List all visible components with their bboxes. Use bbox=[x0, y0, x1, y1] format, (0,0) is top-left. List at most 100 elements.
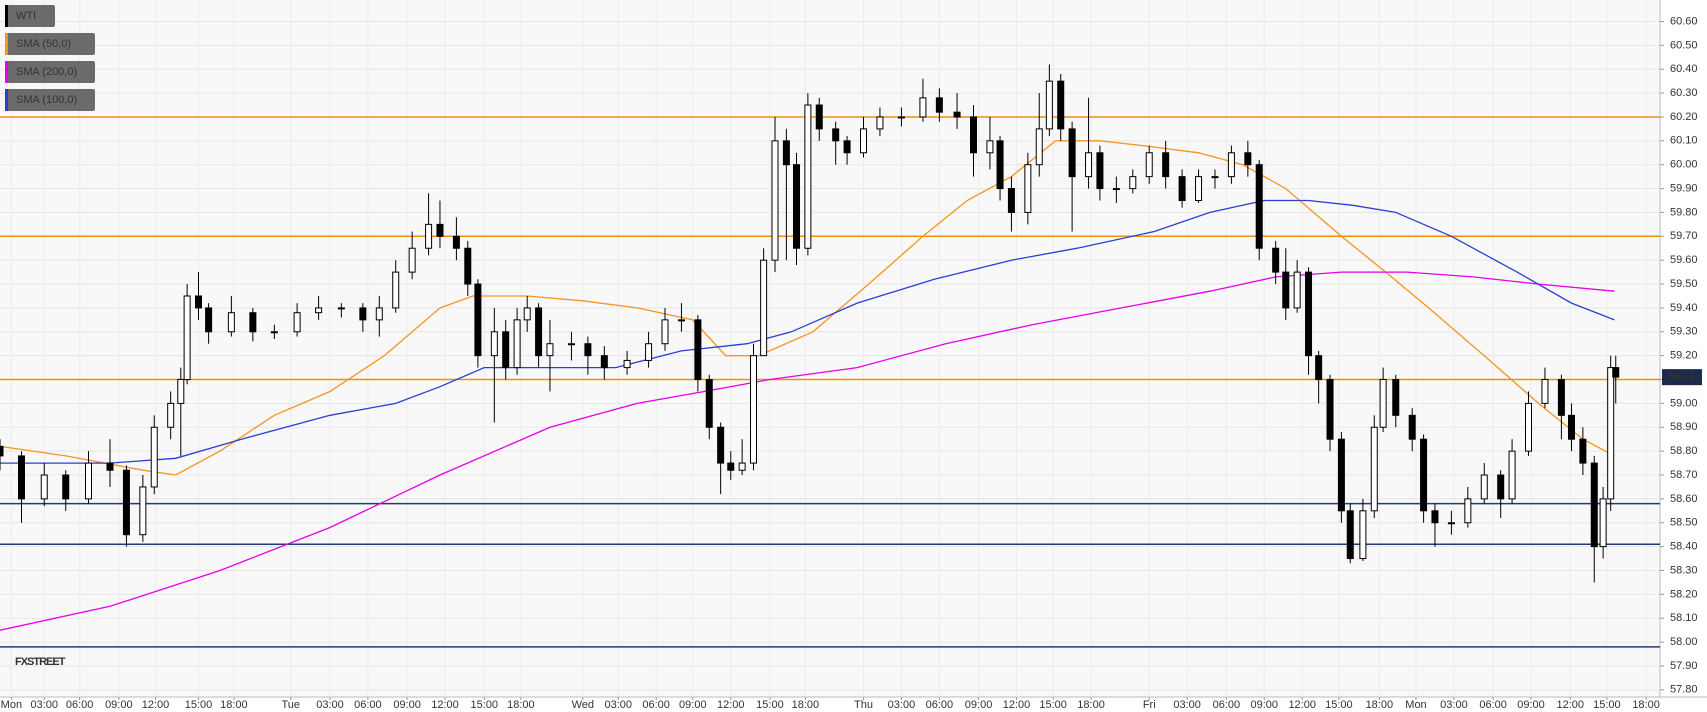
candle-body bbox=[1178, 176, 1186, 202]
candle-body bbox=[436, 223, 444, 237]
candle-body bbox=[717, 426, 725, 464]
x-tick-label: Fri bbox=[1143, 699, 1156, 711]
candle-body bbox=[694, 319, 702, 381]
candle-body bbox=[1541, 379, 1549, 404]
candle-body bbox=[535, 307, 543, 357]
y-tick-label: 60.10 bbox=[1670, 135, 1698, 147]
x-tick-label: 12:00 bbox=[142, 699, 170, 711]
x-tick-label: 06:00 bbox=[1213, 699, 1241, 711]
x-tick-label: 03:00 bbox=[30, 699, 58, 711]
x-tick-label: 09:00 bbox=[965, 699, 993, 711]
candle-body bbox=[1447, 522, 1455, 525]
candle-body bbox=[425, 223, 433, 249]
y-tick-label: 59.40 bbox=[1670, 302, 1698, 314]
x-tick-label: 18:00 bbox=[1632, 699, 1660, 711]
candle-body bbox=[1480, 474, 1488, 500]
sma-line bbox=[0, 199, 1615, 464]
y-tick-label: 57.80 bbox=[1670, 684, 1698, 696]
y-tick-label: 57.90 bbox=[1670, 660, 1698, 672]
candle-body bbox=[167, 402, 175, 428]
candle-body bbox=[194, 295, 202, 309]
candle-body bbox=[106, 462, 114, 471]
candle-body bbox=[705, 379, 713, 428]
candle-body bbox=[1045, 80, 1053, 130]
candle-body bbox=[1359, 510, 1367, 560]
sma-line bbox=[0, 271, 1615, 631]
x-tick-label: 18:00 bbox=[1366, 699, 1394, 711]
candle-body bbox=[1607, 367, 1615, 500]
x-tick-label: 09:00 bbox=[1517, 699, 1545, 711]
candle-body bbox=[1024, 164, 1032, 213]
x-tick-label: 18:00 bbox=[1077, 699, 1105, 711]
candle-body bbox=[1007, 188, 1015, 213]
candle-body bbox=[62, 474, 70, 500]
x-tick-label: 06:00 bbox=[354, 699, 382, 711]
legend-label: WTI bbox=[16, 10, 36, 22]
y-tick-label: 60.40 bbox=[1670, 63, 1698, 75]
candle-body bbox=[408, 247, 416, 273]
y-tick-label: 59.90 bbox=[1670, 182, 1698, 194]
legend-swatch bbox=[5, 89, 8, 111]
x-tick-label: 18:00 bbox=[507, 699, 535, 711]
y-tick-label: 60.00 bbox=[1670, 159, 1698, 171]
x-tick-label: Tue bbox=[282, 699, 301, 711]
candle-body bbox=[205, 307, 213, 333]
candle-body bbox=[1305, 271, 1313, 357]
candle-body bbox=[1599, 498, 1607, 548]
candle-body bbox=[40, 474, 48, 500]
candle-body bbox=[1326, 379, 1334, 440]
candle-body bbox=[1464, 498, 1472, 524]
candle-body bbox=[996, 140, 1004, 190]
x-tick-label: 12:00 bbox=[431, 699, 459, 711]
candle-body bbox=[337, 307, 345, 310]
legend-swatch bbox=[5, 5, 8, 27]
candle-body bbox=[1431, 510, 1439, 524]
candle-body bbox=[150, 426, 158, 488]
y-tick-label: 60.20 bbox=[1670, 111, 1698, 123]
x-tick-label: Thu bbox=[854, 699, 873, 711]
x-tick-label: 09:00 bbox=[1251, 699, 1279, 711]
candle-body bbox=[1392, 379, 1400, 416]
candle-body bbox=[1408, 414, 1416, 440]
x-tick-label: 03:00 bbox=[1173, 699, 1201, 711]
x-tick-label: 03:00 bbox=[316, 699, 344, 711]
y-tick-label: 59.20 bbox=[1670, 350, 1698, 362]
candle-body bbox=[1112, 188, 1120, 191]
x-tick-label: Mon bbox=[1405, 699, 1426, 711]
y-tick-label: 58.20 bbox=[1670, 588, 1698, 600]
x-tick-label: 18:00 bbox=[220, 699, 248, 711]
y-tick-label: 59.00 bbox=[1670, 397, 1698, 409]
candle-body bbox=[139, 486, 147, 536]
x-tick-label: 15:00 bbox=[756, 699, 784, 711]
x-tick-label: Wed bbox=[572, 699, 594, 711]
candle-body bbox=[1282, 271, 1290, 309]
candle-body bbox=[392, 271, 400, 309]
legend-swatch bbox=[5, 61, 8, 83]
y-tick-label: 58.40 bbox=[1670, 541, 1698, 553]
x-tick-label: 03:00 bbox=[1440, 699, 1468, 711]
y-tick-label: 60.60 bbox=[1670, 15, 1698, 27]
candle-body bbox=[315, 307, 323, 314]
x-tick-label: 06:00 bbox=[642, 699, 670, 711]
legend-label: SMA (50,0) bbox=[16, 38, 71, 50]
candle-body bbox=[502, 331, 510, 369]
x-tick-label: 15:00 bbox=[1325, 699, 1353, 711]
candle-body bbox=[523, 307, 531, 321]
candle-body bbox=[1272, 247, 1280, 273]
candle-body bbox=[727, 462, 735, 471]
candle-body bbox=[227, 312, 235, 333]
legend-box bbox=[5, 5, 55, 27]
y-tick-label: 59.50 bbox=[1670, 278, 1698, 290]
candle-body bbox=[452, 235, 460, 249]
candle-body bbox=[645, 343, 653, 361]
x-tick-label: 06:00 bbox=[1479, 699, 1507, 711]
candle-body bbox=[1497, 474, 1505, 500]
y-tick-label: 59.60 bbox=[1670, 254, 1698, 266]
candle-body bbox=[1568, 414, 1576, 440]
candle-body bbox=[1612, 367, 1620, 378]
candle-body bbox=[897, 116, 905, 119]
candle-body bbox=[986, 140, 994, 154]
x-tick-label: 15:00 bbox=[185, 699, 213, 711]
y-tick-label: 59.30 bbox=[1670, 326, 1698, 338]
